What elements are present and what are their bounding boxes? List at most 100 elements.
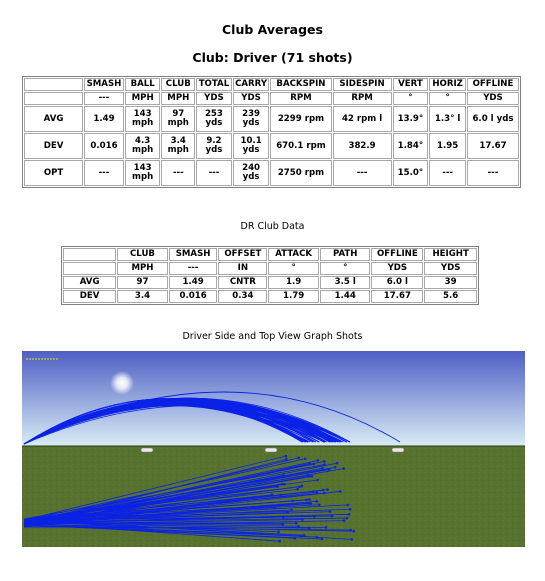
top-shot-line (23, 524, 323, 540)
table-cell: CNTR (218, 276, 268, 289)
shot-landing-dot (321, 488, 325, 492)
shot-landing-dot (320, 537, 324, 541)
row-label: DEV (63, 290, 117, 303)
range-marker-icon (391, 447, 405, 453)
table-cell: 6.0 l yds (466, 106, 519, 132)
unit-cell: YDS (466, 92, 519, 105)
graph-title: Driver Side and Top View Graph Shots (182, 331, 363, 342)
table-cell: 1.3° l (429, 106, 466, 132)
side-shot-arc (23, 391, 401, 445)
table-cell: 15.0° (392, 160, 429, 186)
shot-landing-dot (350, 538, 354, 541)
top-shot-line (23, 509, 292, 524)
header-cell: SMASH (84, 78, 124, 91)
shot-landing-dot (323, 460, 326, 463)
shot-landing-dot (296, 487, 299, 491)
shot-landing-dot (270, 493, 274, 497)
shot-landing-dot (308, 501, 311, 505)
table-cell: 10.1 yds (232, 133, 270, 159)
page-title: Club Averages (222, 22, 323, 37)
top-shot-line (23, 521, 299, 527)
unit-cell: RPM (332, 92, 392, 105)
top-shot-line (23, 522, 317, 538)
top-shot-line (23, 488, 298, 522)
shot-landing-dot (286, 511, 289, 514)
header-cell: SMASH (168, 248, 218, 261)
table-cell: 9.2 yds (196, 133, 232, 159)
row-label: AVG (24, 106, 84, 132)
sun-icon (110, 371, 134, 395)
shot-landing-dot (284, 454, 288, 458)
shot-landing-dot (328, 510, 332, 513)
table-cell: 382.9 (332, 133, 392, 159)
table-cell: 3.4 (117, 290, 168, 303)
table-cell: 3.5 l (320, 276, 371, 289)
header-cell: HORIZ (429, 78, 466, 91)
table-cell: 6.0 l (371, 276, 424, 289)
table-cell: 97 mph (161, 106, 196, 132)
top-shot-line (23, 462, 338, 525)
shot-landing-dot (326, 467, 330, 471)
header-cell: CLUB (161, 78, 196, 91)
shot-landing-dot (321, 467, 324, 470)
table-header-row: SMASH BALL CLUB TOTAL CARRY BACKSPIN SID… (24, 78, 519, 91)
header-cell: BALL (124, 78, 161, 91)
header-cell: OFFLINE (466, 78, 519, 91)
range-marker-icon (140, 447, 154, 453)
table-cell: 97 (117, 276, 168, 289)
shot-landing-dot (312, 515, 316, 518)
table-units-row: MPH --- IN ° ° YDS YDS (63, 262, 477, 275)
shot-landing-dot (303, 457, 307, 461)
table-cell: 239 yds (232, 106, 270, 132)
table-cell: 0.34 (218, 290, 268, 303)
shot-landing-dot (301, 518, 304, 521)
unit-cell: YDS (232, 92, 270, 105)
table-cell: 670.1 rpm (270, 133, 332, 159)
shot-landing-dot (322, 491, 326, 495)
club-data-table: CLUB SMASH OFFSET ATTACK PATH OFFLINE HE… (61, 246, 479, 305)
shot-landing-dot (348, 507, 352, 511)
table-cell: 42 rpm l (332, 106, 392, 132)
unit-cell (63, 262, 117, 275)
header-cell (24, 78, 84, 91)
shot-landing-dot (294, 521, 298, 525)
unit-cell: IN (218, 262, 268, 275)
shot-landing-dot (345, 516, 349, 520)
side-shot-arc (23, 405, 351, 445)
shot-graph (22, 351, 525, 547)
table-cell: 1.84° (392, 133, 429, 159)
table-row-opt: OPT --- 143 mph --- --- 240 yds 2750 rpm… (24, 160, 519, 186)
unit-cell: MPH (161, 92, 196, 105)
unit-cell: --- (84, 92, 124, 105)
shot-landing-dot (302, 534, 306, 537)
table-header-row: CLUB SMASH OFFSET ATTACK PATH OFFLINE HE… (63, 248, 477, 261)
shot-landing-dot (338, 490, 342, 493)
table-cell: 17.67 (371, 290, 424, 303)
shot-landing-dot (283, 483, 286, 486)
unit-cell: ° (429, 92, 466, 105)
shot-landing-dot (315, 535, 319, 539)
top-shot-line (23, 483, 285, 521)
header-cell: TOTAL (196, 78, 232, 91)
top-shot-line (23, 455, 287, 521)
unit-cell: MPH (117, 262, 168, 275)
top-shot-line (23, 519, 303, 525)
shot-landing-dot (335, 461, 339, 465)
side-view-shots (23, 391, 401, 445)
row-label: AVG (63, 276, 117, 289)
table-cell: 39 (424, 276, 477, 289)
top-view-shots (23, 454, 355, 543)
row-label: OPT (24, 160, 84, 186)
shot-landing-dot (333, 466, 337, 469)
top-shot-line (23, 502, 310, 524)
header-cell: OFFLINE (371, 248, 424, 261)
header-cell: OFFSET (218, 248, 268, 261)
shot-landing-dot (297, 456, 301, 460)
unit-cell: MPH (124, 92, 161, 105)
table-cell: 143 mph (124, 160, 161, 186)
shot-landing-dot (291, 499, 294, 503)
sky-panel (22, 351, 525, 446)
unit-cell: YDS (196, 92, 232, 105)
table-cell: 1.79 (268, 290, 319, 303)
top-shot-line (23, 517, 348, 523)
